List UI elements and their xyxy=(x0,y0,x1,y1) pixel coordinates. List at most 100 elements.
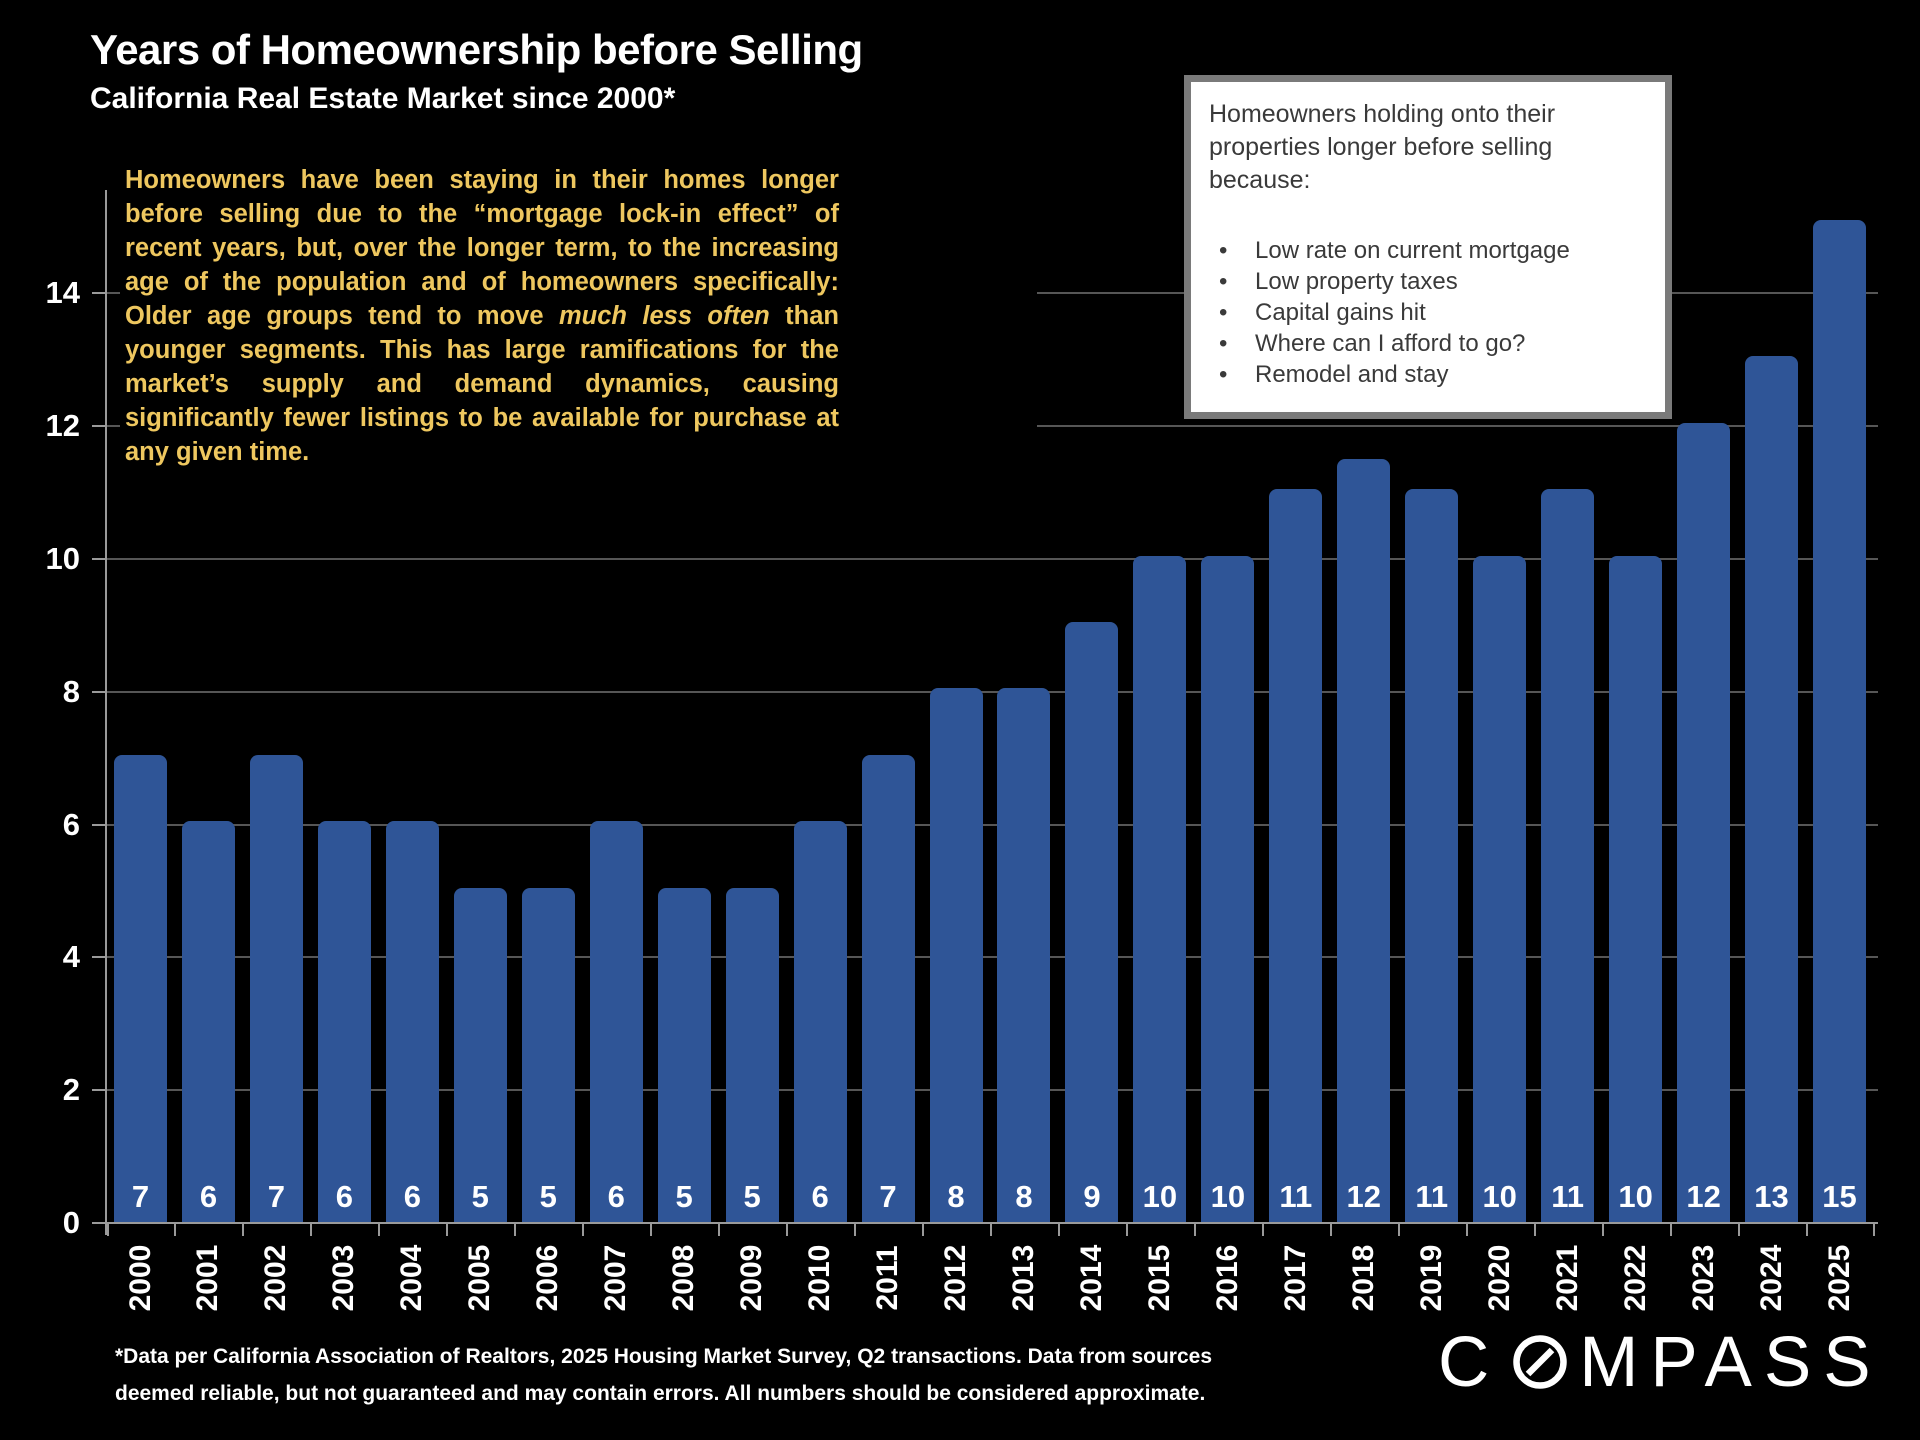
x-axis-year-label: 2014 xyxy=(1074,1244,1108,1312)
bar-value-label: 5 xyxy=(471,1178,489,1214)
callout-bullet-item: Low rate on current mortgage xyxy=(1219,235,1647,266)
bar-value-label: 7 xyxy=(267,1178,286,1214)
bar: 12 xyxy=(1337,459,1391,1223)
x-axis-tick xyxy=(922,1223,925,1236)
bar-value-label: 8 xyxy=(1015,1178,1033,1214)
x-axis-tick xyxy=(1533,1223,1536,1236)
callout-bullet-item: Where can I afford to go? xyxy=(1219,328,1647,359)
bar-value-label: 11 xyxy=(1279,1178,1313,1214)
bar: 6 xyxy=(181,821,235,1223)
x-axis-year-label: 2005 xyxy=(463,1244,497,1312)
x-axis-year-label: 2025 xyxy=(1822,1244,1856,1312)
x-axis-year-label: 2022 xyxy=(1618,1244,1652,1312)
bar-value-label: 7 xyxy=(879,1178,897,1214)
x-axis-year-label: 2004 xyxy=(395,1244,429,1312)
x-axis-tick xyxy=(1057,1223,1060,1236)
x-axis-tick xyxy=(106,1223,109,1236)
callout-box: Homeowners holding onto their properties… xyxy=(1184,75,1672,419)
bar: 10 xyxy=(1201,555,1255,1223)
x-axis-tick xyxy=(1873,1223,1876,1236)
bar-value-label: 5 xyxy=(539,1178,557,1214)
commentary-text: Homeowners have been staying in their ho… xyxy=(125,163,839,469)
y-axis-tick-label: 12 xyxy=(45,408,80,444)
x-axis-year-label: 2024 xyxy=(1754,1244,1788,1312)
slide-subtitle: California Real Estate Market since 2000… xyxy=(90,82,676,115)
x-axis-tick xyxy=(1737,1223,1740,1236)
x-axis-year-label: 2023 xyxy=(1686,1244,1720,1312)
bar-value-label: 6 xyxy=(199,1178,218,1214)
x-axis-tick xyxy=(242,1223,245,1236)
bar: 11 xyxy=(1541,489,1595,1223)
bar: 9 xyxy=(1065,622,1119,1223)
x-axis-year-label: 2020 xyxy=(1482,1244,1516,1312)
x-axis-tick xyxy=(1397,1223,1400,1236)
bar: 7 xyxy=(249,754,303,1223)
y-axis-tick-label: 10 xyxy=(45,541,80,576)
bar-value-label: 10 xyxy=(1142,1178,1178,1214)
commentary-box: Homeowners have been staying in their ho… xyxy=(120,163,1037,469)
x-axis-tick xyxy=(1805,1223,1808,1236)
callout-bullet-item: Remodel and stay xyxy=(1219,359,1647,390)
bar: 12 xyxy=(1677,422,1731,1223)
bar-value-label: 5 xyxy=(743,1178,761,1214)
y-axis-tick-label: 14 xyxy=(45,275,80,311)
x-axis-year-label: 2015 xyxy=(1142,1244,1176,1312)
gridline xyxy=(106,558,1878,560)
bar: 15 xyxy=(1813,220,1866,1223)
bar: 8 xyxy=(929,688,983,1223)
x-axis-line xyxy=(106,1222,1878,1224)
x-axis-year-label: 2000 xyxy=(123,1244,157,1312)
bar: 10 xyxy=(1133,555,1187,1223)
bar-value-label: 13 xyxy=(1754,1178,1789,1214)
gridline xyxy=(106,956,1878,959)
callout-bullet-item: Capital gains hit xyxy=(1219,297,1647,328)
x-axis-tick xyxy=(1669,1223,1672,1236)
x-axis-tick xyxy=(514,1223,517,1236)
callout-bullet-item: Low property taxes xyxy=(1219,266,1647,297)
bar-value-label: 10 xyxy=(1210,1178,1246,1214)
x-axis-year-label: 2001 xyxy=(191,1244,225,1312)
commentary-text-after: than younger segments. This has large ra… xyxy=(125,302,839,466)
bar: 5 xyxy=(657,887,711,1223)
bar: 11 xyxy=(1405,489,1459,1223)
callout-bullet-list: Low rate on current mortgageLow property… xyxy=(1209,235,1647,390)
bar: 10 xyxy=(1473,555,1527,1223)
gridline xyxy=(106,1089,1878,1092)
bar: 8 xyxy=(997,688,1051,1223)
x-axis-year-label: 2003 xyxy=(327,1244,361,1312)
y-axis-tick xyxy=(92,292,106,295)
x-axis-year-label: 2016 xyxy=(1210,1244,1244,1312)
x-axis-tick xyxy=(582,1223,585,1236)
bar-value-label: 6 xyxy=(811,1178,829,1214)
x-axis-tick xyxy=(310,1223,313,1236)
bar: 5 xyxy=(521,887,575,1223)
x-axis-tick xyxy=(378,1223,381,1236)
bar: 6 xyxy=(385,821,439,1223)
y-axis-tick xyxy=(92,1222,106,1224)
x-axis-year-label: 2012 xyxy=(939,1244,973,1312)
commentary-text-italic: much less often xyxy=(558,302,770,330)
y-axis-line xyxy=(105,190,107,1235)
commentary-text-before: Homeowners have been staying in their ho… xyxy=(125,166,839,330)
x-axis-tick xyxy=(786,1223,789,1236)
callout-heading: Homeowners holding onto their properties… xyxy=(1209,100,1556,194)
x-axis-year-label: 2010 xyxy=(803,1244,837,1312)
x-axis-tick xyxy=(1261,1223,1264,1236)
logo-letter-c: C xyxy=(1438,1322,1502,1402)
bar: 5 xyxy=(725,887,779,1223)
x-axis-tick xyxy=(174,1223,177,1236)
bar: 7 xyxy=(114,754,167,1223)
gridline xyxy=(106,823,1878,826)
bar-value-label: 6 xyxy=(403,1178,421,1214)
compass-o-icon xyxy=(1513,1335,1568,1389)
y-axis-tick xyxy=(92,425,106,428)
logo-letters-mpass: MPASS xyxy=(1579,1322,1883,1402)
x-axis-year-label: 2008 xyxy=(667,1244,701,1312)
gridline xyxy=(106,690,1878,693)
y-axis-tick-label: 0 xyxy=(62,1205,80,1240)
bar-value-label: 10 xyxy=(1482,1178,1517,1214)
y-axis-tick-label: 4 xyxy=(62,939,80,975)
bar-value-label: 5 xyxy=(675,1178,693,1214)
bar: 13 xyxy=(1745,356,1799,1223)
y-axis-tick xyxy=(92,690,106,693)
